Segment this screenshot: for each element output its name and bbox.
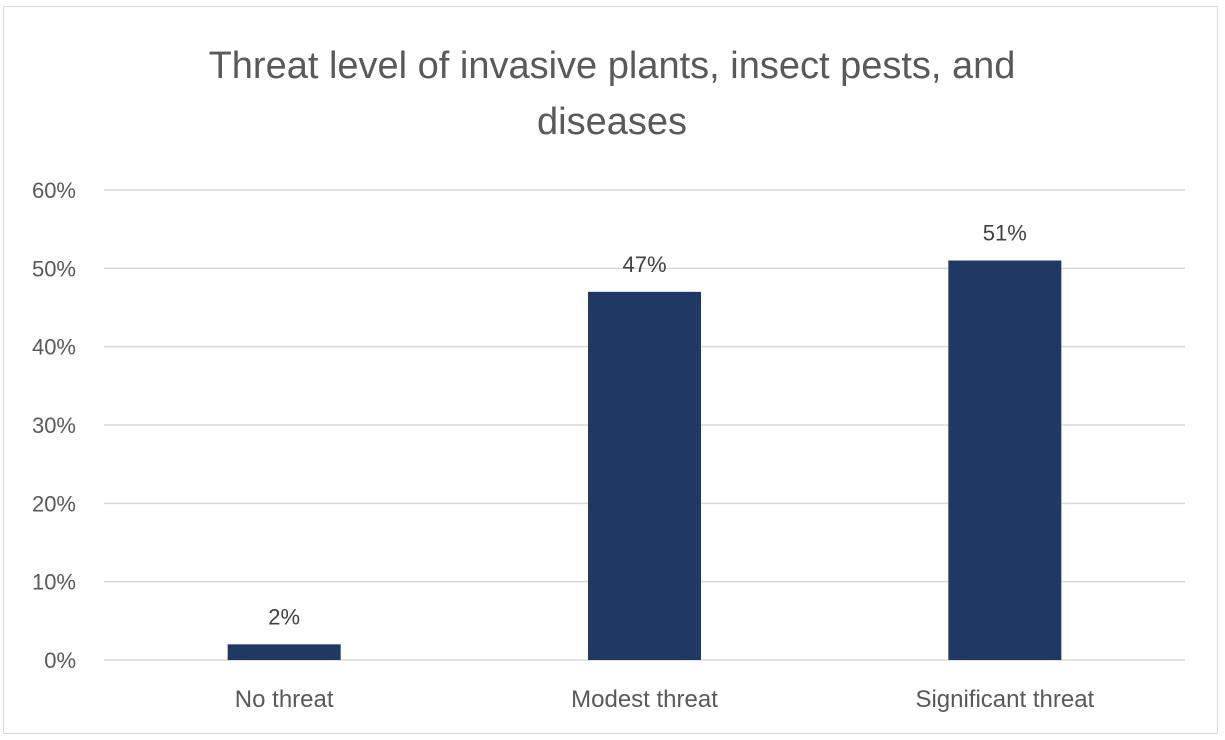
x-category-label: Significant threat [915,686,1094,713]
bar-data-label: 2% [268,604,300,629]
x-category-label: Modest threat [571,686,718,713]
y-tick-label: 20% [32,491,76,516]
bar [227,644,341,660]
y-tick-label: 60% [32,178,76,203]
chart-title-line-2: diseases [537,101,687,143]
bar-data-label: 47% [622,252,666,277]
bar [588,291,701,660]
y-tick-label: 0% [44,648,76,673]
chart-title-line-1: Threat level of invasive plants, insect … [209,45,1016,87]
x-axis-categories: No threat Modest threat Significant threat [235,686,1095,713]
x-category-label: No threat [235,686,334,713]
y-tick-label: 40% [32,335,76,360]
bar [948,260,1062,660]
bar-data-label: 51% [983,221,1027,246]
y-tick-label: 10% [32,570,76,595]
bars [227,260,1062,660]
chart-title: Threat level of invasive plants, insect … [209,45,1016,143]
y-tick-label: 30% [32,413,76,438]
data-labels: 2% 47% 51% [268,221,1027,630]
y-axis-ticks: 0% 10% 20% 30% 40% 50% 60% [32,178,76,673]
y-tick-label: 50% [32,256,76,281]
